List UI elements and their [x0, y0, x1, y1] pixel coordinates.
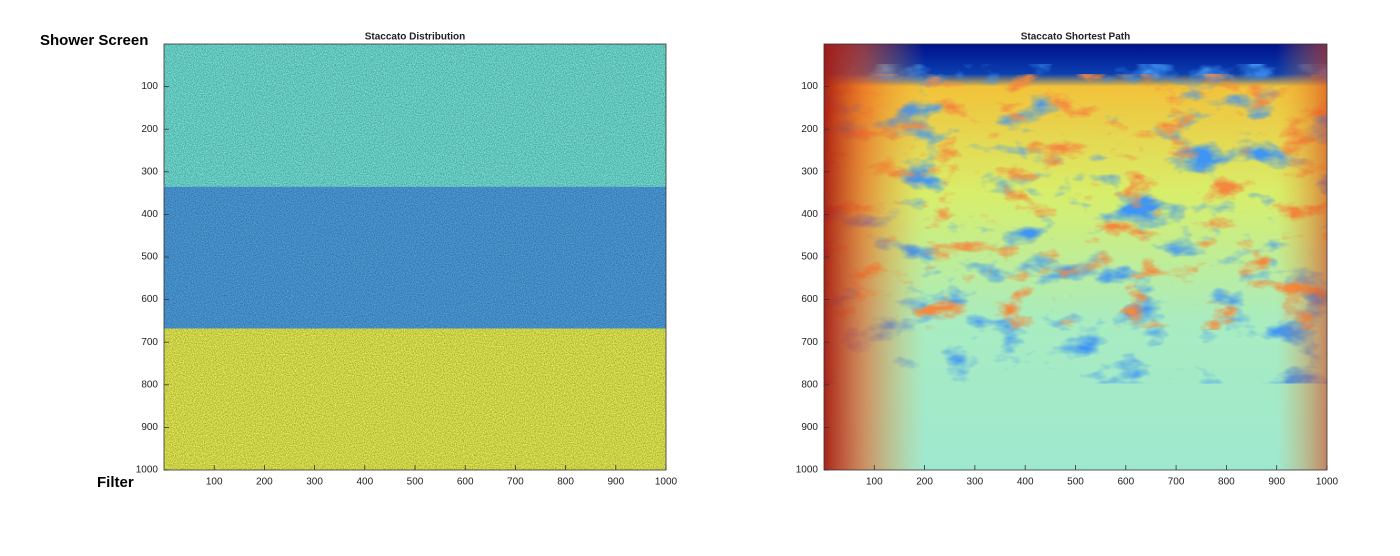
- y-tick-label: 600: [801, 294, 818, 305]
- x-tick-label: 900: [607, 477, 624, 488]
- y-tick-label: 600: [141, 294, 158, 305]
- x-tick-label: 400: [356, 477, 373, 488]
- x-tick-label: 200: [256, 477, 273, 488]
- image-noise: [164, 44, 666, 470]
- y-tick-label: 900: [801, 422, 818, 433]
- x-tick-label: 300: [967, 477, 984, 488]
- y-tick-label: 900: [141, 422, 158, 433]
- y-tick-label: 800: [801, 379, 818, 390]
- x-tick-label: 1000: [1316, 477, 1339, 488]
- x-tick-label: 900: [1268, 477, 1285, 488]
- y-tick-label: 200: [801, 124, 818, 135]
- y-tick-label: 800: [141, 379, 158, 390]
- y-tick-label: 1000: [796, 465, 819, 476]
- x-tick-label: 700: [507, 477, 524, 488]
- image-edge: [824, 44, 1327, 470]
- y-tick-label: 100: [141, 81, 158, 92]
- x-tick-label: 400: [1017, 477, 1034, 488]
- x-tick-label: 600: [1117, 477, 1134, 488]
- x-tick-label: 100: [206, 477, 223, 488]
- x-tick-label: 1000: [655, 477, 678, 488]
- x-tick-label: 700: [1168, 477, 1185, 488]
- x-tick-label: 600: [457, 477, 474, 488]
- y-tick-label: 500: [141, 252, 158, 263]
- x-tick-label: 500: [1067, 477, 1084, 488]
- y-tick-label: 400: [141, 209, 158, 220]
- y-tick-label: 300: [141, 166, 158, 177]
- chart-title: Staccato Shortest Path: [1021, 32, 1130, 43]
- y-tick-label: 300: [801, 166, 818, 177]
- y-tick-label: 700: [801, 337, 818, 348]
- y-tick-label: 500: [801, 252, 818, 263]
- y-tick-label: 400: [801, 209, 818, 220]
- x-tick-label: 800: [1218, 477, 1235, 488]
- annotation: Shower Screen: [40, 32, 148, 49]
- x-tick-label: 200: [916, 477, 933, 488]
- x-tick-label: 800: [557, 477, 574, 488]
- y-tick-label: 100: [801, 81, 818, 92]
- y-tick-label: 200: [141, 124, 158, 135]
- x-tick-label: 300: [306, 477, 323, 488]
- y-tick-label: 700: [141, 337, 158, 348]
- x-tick-label: 100: [866, 477, 883, 488]
- annotation: Filter: [97, 474, 134, 491]
- chart-title: Staccato Distribution: [365, 32, 466, 43]
- x-tick-label: 500: [407, 477, 424, 488]
- y-tick-label: 1000: [136, 465, 159, 476]
